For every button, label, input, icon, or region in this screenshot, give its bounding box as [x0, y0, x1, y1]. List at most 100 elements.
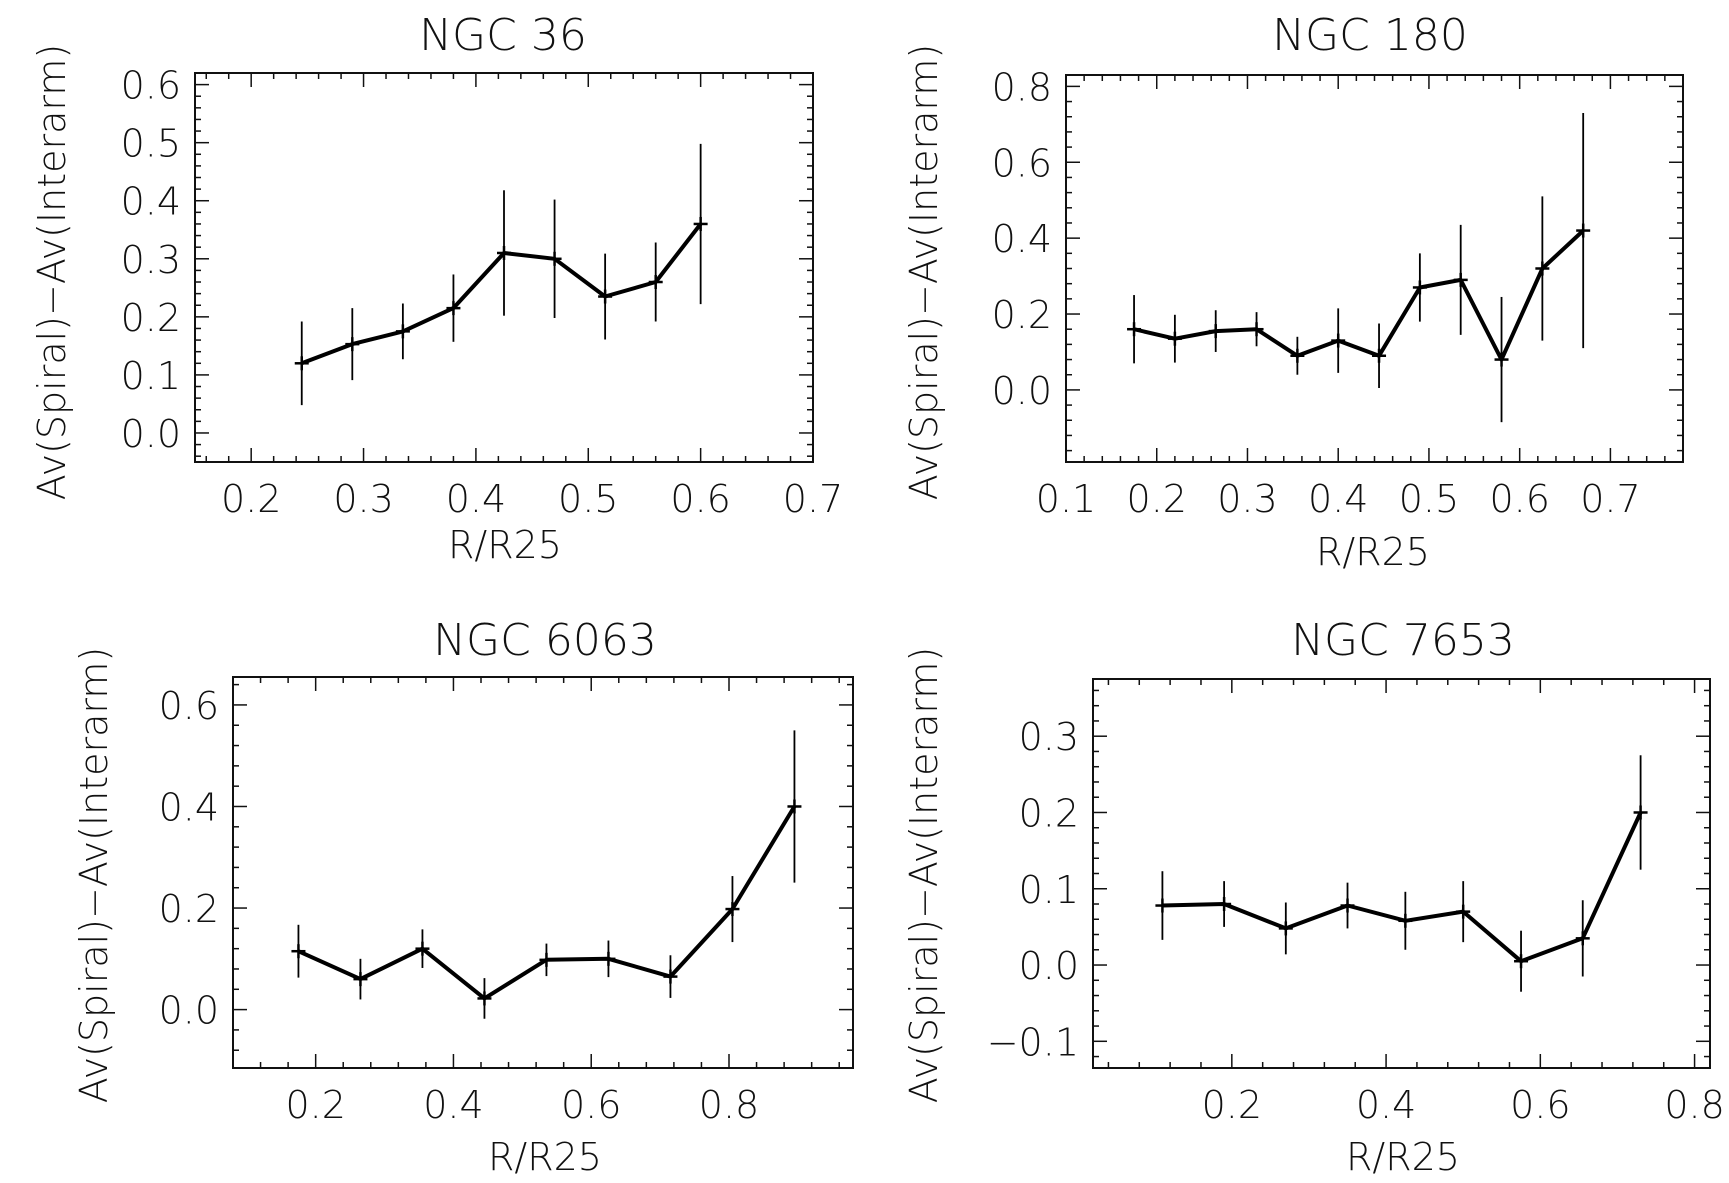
data-point: [725, 902, 740, 917]
data-point: [1535, 261, 1550, 276]
plot-area: 0.2 0.3 0.4 0.5 0.6 0.7 0.0 0.1 0.2 0.3 0.4 0.5 0.6: [121, 64, 844, 521]
data-point: [787, 799, 802, 814]
data-point: [1398, 913, 1413, 928]
x-tick-label: 0.7: [783, 477, 843, 521]
y-tick-label: 0.0: [992, 369, 1052, 413]
x-tick-label: 0.3: [333, 477, 393, 521]
x-axis-label: R/R25: [1316, 530, 1430, 574]
x-tick-label: 0.4: [1356, 1083, 1416, 1127]
data-line: [1162, 811, 1643, 964]
panel-ngc-36: NGC 36 Av(Spiral)−Av(Interarm) R/R25 0.2…: [30, 10, 843, 567]
data-point: [1633, 805, 1648, 820]
x-axis-label: R/R25: [1346, 1135, 1460, 1179]
data-point: [693, 216, 708, 231]
x-tick-label: 0.6: [670, 477, 730, 521]
y-axis-label: Av(Spiral)−Av(Interarm): [902, 647, 946, 1103]
data-point: [1127, 322, 1142, 337]
y-axis-label: Av(Spiral)−Av(Interarm): [30, 44, 74, 500]
data-point: [1514, 954, 1529, 969]
data-point: [663, 969, 678, 984]
data-line: [1133, 229, 1585, 362]
data-point: [1278, 921, 1293, 936]
y-tick-label: 0.4: [992, 217, 1052, 261]
data-point: [1217, 897, 1232, 912]
data-point: [1290, 348, 1305, 363]
data-point: [648, 275, 663, 290]
data-point: [601, 951, 616, 966]
y-tick-label: 0.2: [159, 887, 219, 931]
x-tick-label: 0.4: [446, 477, 506, 521]
data-point: [291, 944, 306, 959]
y-tick-label: 0.0: [159, 989, 219, 1033]
data-point: [1576, 223, 1591, 238]
y-tick-label: 0.6: [159, 684, 219, 728]
data-point: [1575, 931, 1590, 946]
data-point: [294, 356, 309, 371]
y-tick-label: 0.3: [121, 238, 181, 282]
data-point: [547, 251, 562, 266]
plot-frame: [232, 676, 854, 1069]
x-tick-label: 0.1: [1036, 477, 1096, 521]
y-axis-label: Av(Spiral)−Av(Interarm): [72, 647, 116, 1103]
y-tick-label: −0.1: [987, 1020, 1079, 1064]
data-point: [477, 991, 492, 1006]
plot-frame: [1092, 678, 1711, 1069]
panel-ngc-7653: NGC 7653 Av(Spiral)−Av(Interarm) R/R25 0…: [902, 615, 1725, 1179]
y-tick-label: 0.6: [121, 64, 181, 108]
x-tick-label: 0.5: [1399, 477, 1459, 521]
y-tick-label: 0.3: [1019, 715, 1079, 759]
x-tick-label: 0.2: [1127, 477, 1187, 521]
x-axis-label: R/R25: [448, 523, 562, 567]
plot-area: 0.2 0.4 0.6 0.8 0.0 0.2 0.4 0.6: [159, 676, 854, 1127]
data-point: [497, 245, 511, 260]
y-tick-label: 0.4: [159, 785, 219, 829]
x-tick-label: 0.3: [1217, 477, 1277, 521]
data-point: [1208, 324, 1223, 339]
data-point: [1453, 272, 1468, 287]
y-tick-label: 0.2: [992, 293, 1052, 337]
y-tick-label: 0.0: [1019, 944, 1079, 988]
data-point: [353, 972, 368, 987]
data-line: [300, 222, 703, 366]
x-tick-label: 0.4: [1308, 477, 1368, 521]
data-point: [1249, 322, 1264, 337]
y-tick-label: 0.8: [992, 65, 1052, 109]
x-tick-label: 0.2: [1202, 1083, 1262, 1127]
data-point: [1167, 331, 1182, 346]
y-tick-label: 0.0: [121, 412, 181, 456]
plot-area: 0.1 0.2 0.3 0.4 0.5 0.6 0.7 0.0 0.2 0.4 0.6 0.8: [992, 65, 1684, 521]
x-tick-label: 0.6: [561, 1083, 621, 1127]
y-axis-label: Av(Spiral)−Av(Interarm): [902, 44, 946, 500]
x-tick-label: 0.2: [285, 1083, 345, 1127]
plot-frame: [1065, 74, 1684, 463]
data-point: [1412, 280, 1427, 295]
x-tick-label: 0.2: [221, 477, 281, 521]
panel-ngc-180: NGC 180 Av(Spiral)−Av(Interarm) R/R25 0.…: [902, 10, 1684, 574]
x-tick-label: 0.7: [1580, 477, 1640, 521]
data-point: [1456, 904, 1471, 919]
panel-title: NGC 6063: [433, 615, 657, 666]
panel-title: NGC 7653: [1291, 615, 1515, 666]
x-tick-label: 0.6: [1510, 1083, 1570, 1127]
data-point: [1340, 898, 1355, 913]
data-point: [598, 289, 613, 304]
data-point: [1494, 352, 1509, 367]
y-tick-label: 0.1: [1019, 868, 1079, 912]
data-point: [446, 301, 461, 316]
y-tick-label: 0.1: [121, 354, 181, 398]
x-tick-label: 0.4: [423, 1083, 483, 1127]
y-tick-label: 0.4: [121, 180, 181, 224]
x-tick-label: 0.8: [1664, 1083, 1724, 1127]
data-point: [345, 337, 360, 352]
x-axis-label: R/R25: [488, 1135, 602, 1179]
plot-frame: [194, 72, 814, 463]
panel-title: NGC 180: [1272, 10, 1468, 61]
x-tick-label: 0.5: [558, 477, 618, 521]
y-tick-label: 0.2: [1019, 791, 1079, 835]
data-point: [1372, 348, 1387, 363]
data-point: [1331, 333, 1346, 348]
x-tick-label: 0.6: [1489, 477, 1549, 521]
x-tick-label: 0.8: [699, 1083, 759, 1127]
y-tick-label: 0.6: [992, 141, 1052, 185]
